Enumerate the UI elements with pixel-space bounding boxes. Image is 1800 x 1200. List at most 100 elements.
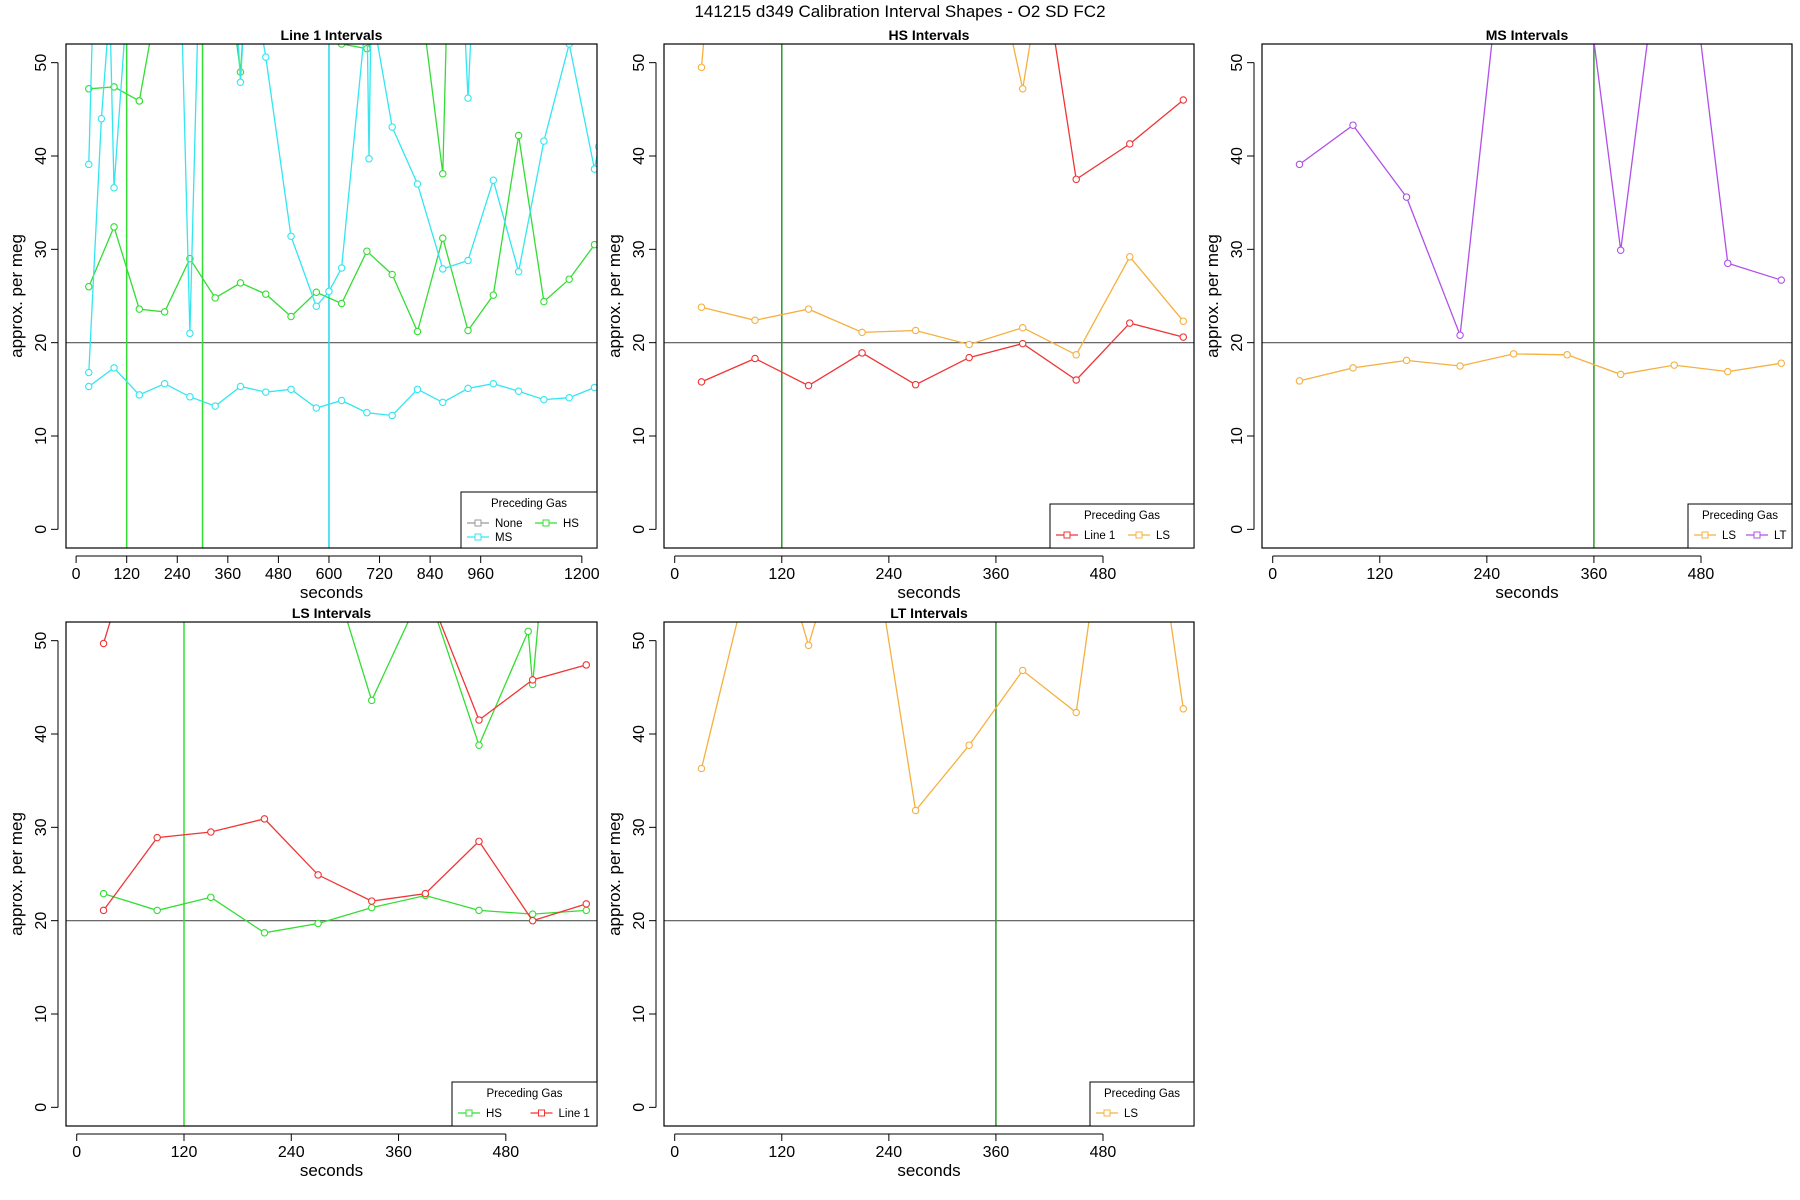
figure-title: 141215 d349 Calibration Interval Shapes … — [694, 2, 1106, 21]
legend: Preceding Gas LS — [1089, 1081, 1195, 1127]
legend: Preceding Gas HS Line 1 — [451, 1081, 598, 1127]
x-tick-label: 120 — [113, 566, 140, 583]
data-point — [367, 696, 376, 705]
data-point — [160, 308, 169, 316]
legend-swatch-marker — [542, 519, 550, 527]
data-point — [262, 290, 270, 298]
data-point — [1179, 96, 1188, 104]
data-point — [110, 183, 118, 192]
x-tick-label: 360 — [385, 1144, 412, 1161]
data-point — [1402, 356, 1411, 365]
x-tick-label: 120 — [768, 566, 795, 583]
data-point — [439, 234, 447, 242]
data-point — [1509, 350, 1518, 358]
plot-frame — [1261, 43, 1793, 549]
data-point — [1018, 323, 1027, 332]
data-point — [110, 83, 118, 91]
legend-entry-label: LS — [1156, 530, 1170, 542]
legend-title: Preceding Gas — [486, 1088, 562, 1100]
legend-entry-label: Line 1 — [1084, 530, 1115, 542]
data-point — [85, 160, 93, 169]
data-point — [421, 889, 430, 898]
data-point — [388, 123, 396, 131]
data-point — [514, 267, 523, 276]
x-tick-label: 240 — [164, 566, 191, 583]
data-point — [697, 378, 706, 386]
y-axis-label: approx. per meg — [7, 234, 26, 358]
panel-5: LT Intervals 0 120 240 360 480 seconds 0 10 20 30 4… — [605, 605, 1195, 1180]
data-point — [590, 383, 597, 392]
data-point — [464, 326, 472, 335]
data-point — [751, 316, 759, 325]
x-tick-label: 120 — [171, 1144, 198, 1161]
legend-entry-label: HS — [563, 518, 579, 530]
data-point — [475, 906, 483, 915]
x-axis-label: seconds — [1495, 583, 1558, 602]
y-tick-label: 0 — [631, 525, 648, 534]
y-tick-label: 40 — [631, 147, 648, 165]
panel-title: HS Intervals — [889, 27, 970, 43]
data-point — [1402, 193, 1411, 201]
data-point — [514, 387, 523, 395]
y-tick-label: 20 — [33, 334, 50, 352]
data-point — [1072, 351, 1080, 359]
data-point — [1072, 376, 1080, 384]
data-point — [99, 889, 108, 898]
data-point — [475, 741, 483, 749]
data-point — [367, 897, 376, 905]
legend-entry-label: LS — [1722, 530, 1736, 542]
series-line-line-1 — [701, 322, 1184, 387]
y-tick-label: 40 — [1229, 147, 1246, 165]
y-tick-label: 0 — [33, 525, 50, 534]
y-tick-label: 50 — [631, 632, 648, 650]
data-point — [1670, 361, 1678, 369]
data-point — [540, 395, 548, 404]
series-line-line-1 — [439, 622, 587, 722]
data-point — [489, 379, 498, 388]
data-point — [325, 287, 333, 296]
data-point — [312, 404, 321, 412]
x-tick-label: 0 — [72, 1144, 81, 1161]
legend-box — [1049, 503, 1195, 549]
data-point — [582, 906, 591, 915]
x-tick-label: 960 — [467, 566, 494, 583]
panel-title: LS Intervals — [292, 605, 372, 621]
plot-area — [1262, 44, 1792, 548]
data-point — [1018, 666, 1027, 675]
x-tick-label: 240 — [278, 1144, 305, 1161]
legend-box — [460, 491, 598, 549]
data-point — [337, 44, 346, 48]
y-tick-label: 50 — [631, 54, 648, 72]
data-point — [413, 385, 422, 394]
series-line-line-1 — [102, 622, 111, 644]
panel-3: MS Intervals 0 120 240 360 480 seconds 0 10 20 30 4… — [1203, 27, 1793, 602]
x-tick-label: 240 — [875, 566, 902, 583]
legend-box — [451, 1081, 598, 1127]
x-tick-label: 240 — [875, 1144, 902, 1161]
data-point — [363, 408, 371, 417]
y-tick-label: 30 — [33, 240, 50, 258]
x-tick-label: 480 — [492, 1144, 519, 1161]
data-point — [1126, 253, 1134, 261]
data-point — [464, 256, 472, 265]
data-point — [207, 893, 215, 902]
y-tick-label: 30 — [1229, 240, 1246, 258]
data-point — [1179, 333, 1188, 341]
legend-swatch-marker — [538, 1109, 545, 1117]
data-point — [804, 381, 813, 390]
series-line-lt — [1299, 44, 1782, 336]
data-point — [260, 929, 269, 937]
panel-title: LT Intervals — [890, 605, 968, 621]
data-point — [1018, 85, 1027, 93]
x-tick-label: 480 — [1090, 566, 1117, 583]
y-tick-label: 40 — [631, 725, 648, 743]
y-tick-label: 10 — [631, 1005, 648, 1023]
panel-title: Line 1 Intervals — [281, 27, 383, 43]
data-point — [211, 402, 219, 410]
x-tick-label: 0 — [670, 566, 679, 583]
data-point — [236, 382, 245, 391]
data-point — [565, 275, 573, 283]
legend: Preceding Gas Line 1 LS — [1049, 503, 1195, 549]
data-point — [287, 312, 295, 321]
